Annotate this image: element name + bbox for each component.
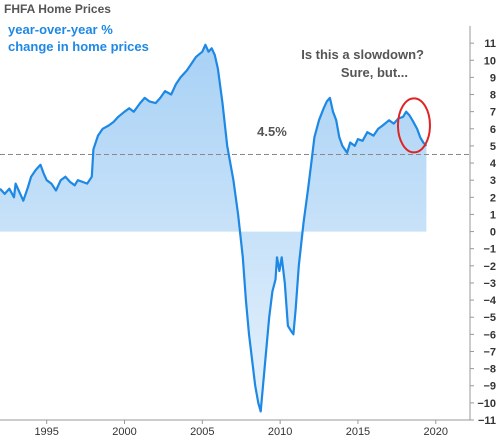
y-tick-label: −5 (483, 312, 496, 324)
y-tick-label: −6 (483, 329, 496, 341)
subtitle-line-1: year-over-year % (8, 22, 113, 37)
y-tick-label: 0 (490, 227, 496, 239)
chart-title: FHFA Home Prices (4, 2, 111, 16)
y-tick-label: −8 (483, 364, 496, 376)
annotation-line-1: Is this a slowdown? (301, 47, 424, 62)
y-tick-label: 11 (484, 38, 496, 50)
y-tick-label: 6 (490, 124, 496, 136)
y-tick-label: −11 (478, 415, 496, 427)
y-tick-label: −2 (483, 261, 496, 273)
reference-line-label: 4.5% (257, 124, 287, 139)
area-layer (0, 44, 427, 412)
y-tick-label: −4 (483, 295, 496, 307)
x-tick-label: 2010 (268, 426, 292, 437)
x-tick-label: 2000 (112, 426, 136, 437)
annotation-line-2: Sure, but... (341, 65, 408, 80)
series-line (0, 43, 428, 413)
y-tick-label: 8 (490, 90, 496, 102)
x-tick-label: 2015 (346, 426, 370, 437)
x-tick-label: 2020 (424, 426, 448, 437)
y-tick-label: 10 (484, 55, 496, 67)
x-tick-label: 1995 (34, 426, 58, 437)
y-tick-label: 9 (490, 72, 496, 84)
series-area (0, 44, 427, 412)
line-layer (0, 43, 428, 413)
highlight-ellipse (396, 97, 431, 154)
y-tick-label: 2 (490, 192, 496, 204)
subtitle-line-2: change in home prices (8, 39, 149, 54)
y-tick-label: 1 (490, 209, 496, 221)
y-tick-label: −7 (483, 346, 496, 358)
y-tick-label: −3 (483, 278, 496, 290)
x-axis-ticks: 1995 2000 2005 2010 2015 2020 (34, 420, 448, 437)
y-tick-label: 7 (490, 107, 496, 119)
x-tick-label: 2005 (190, 426, 214, 437)
y-tick-label: 4 (490, 158, 497, 170)
y-tick-label: −9 (483, 381, 496, 393)
y-tick-label: 5 (490, 141, 496, 153)
y-tick-label: 3 (490, 175, 496, 187)
y-tick-label: −10 (477, 398, 496, 410)
y-tick-label: −1 (483, 244, 496, 256)
